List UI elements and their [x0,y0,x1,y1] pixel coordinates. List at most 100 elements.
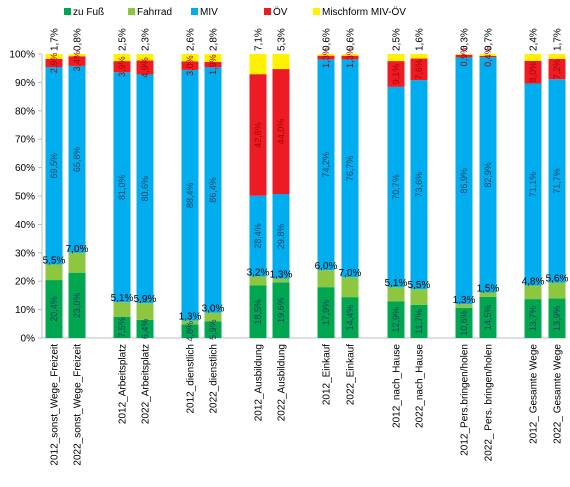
bar-segment [45,58,63,68]
bar-segment [272,282,290,338]
bike-value-label: 5,1% [111,293,134,304]
bar-segment [68,272,86,338]
segment-value-label: 0,9% [459,46,469,67]
legend-label: zu Fuß [73,7,104,18]
top-value-label: 0,8% [73,28,84,51]
bar-segment [317,287,335,338]
x-category-label: 2012_Einkauf [322,344,333,405]
segment-value-label: 2,9% [49,53,59,74]
segment-value-label: 13,9% [552,306,562,332]
segment-value-label: 4,9% [140,57,150,78]
legend-label: Mischform MIV-ÖV [322,6,406,18]
bar-segment [479,292,497,297]
bar-segment [113,316,131,338]
bar-segment [455,307,473,338]
bar-segment [455,57,473,305]
bar-segment [181,69,199,321]
x-category-label: 2022_ Gesamte Wege [553,344,564,444]
bar-segment [249,276,267,286]
bar-segment [524,83,542,286]
y-tick-label: 10% [15,305,35,316]
bar-segment [317,270,335,288]
x-category-label: 2022_dienstlich [209,344,220,414]
bar-segment [455,54,473,58]
segment-value-label: 82,9% [483,162,493,188]
bar-segment [136,319,154,338]
segment-value-label: 10,6% [459,310,469,336]
top-value-label: 1,7% [50,28,61,51]
bar-segment [204,54,222,62]
bar-segment [136,303,154,320]
bar-segment [113,54,131,62]
bar-segment [410,80,428,290]
bar-segment [548,282,566,299]
bar-segment [249,74,267,196]
segment-value-label: 3,0% [185,55,195,76]
top-value-label: 7,1% [254,28,265,51]
segment-value-label: 73,6% [414,172,424,198]
segment-value-label: 76,7% [345,156,355,182]
x-category-label: 2012_sonst_Wege_Freizeit [50,344,61,466]
bike-value-label: 4,8% [522,276,545,287]
segment-value-label: 65,8% [72,147,82,173]
segment-value-label: 11,7% [414,309,424,334]
legend-swatch [128,8,135,15]
x-category-label: 2022_Ausbildung [277,344,288,421]
y-tick-label: 70% [15,135,35,146]
bar-segment [181,61,199,70]
segment-value-label: 3,4% [72,51,82,72]
legend-label: ÖV [273,6,288,18]
bar-segment [548,54,566,59]
top-value-label: 2,3% [141,28,152,51]
bar-segment [317,55,335,60]
legend-label: MIV [200,7,218,18]
bar-segment [479,54,497,56]
bar-segment [249,285,267,338]
bar-segment [68,252,86,273]
bars [45,54,566,338]
legend-swatch [191,8,198,15]
segment-value-label: 1,3% [345,47,355,68]
top-value-label: 5,3% [277,28,288,51]
segment-value-label: 20,4% [49,296,59,322]
segment-value-label: 86,9% [459,168,469,194]
bike-value-label: 3,0% [202,304,225,315]
bar-segment [524,285,542,300]
top-value-label: 2,8% [209,28,220,51]
segment-value-label: 44,0% [276,119,286,145]
segment-value-label: 6,4% [140,319,150,340]
legend-swatch [64,8,71,15]
bar-segment [479,55,497,58]
bar-segment [272,278,290,283]
segment-value-label: 81,0% [117,174,127,200]
top-labels: 1,7% 0,8% 2,5% 2,3% 2,6% 2,8% 7,1% 5,3% 0,6% 0,6%… [50,28,564,51]
segment-value-label: 0,4% [483,46,493,67]
bike-value-label: 1,3% [453,295,476,306]
y-tick-label: 50% [15,192,35,203]
bike-value-label: 1,5% [477,284,500,295]
segment-value-label: 5,9% [208,319,218,340]
bar-segment [387,54,405,62]
x-category-label: 2022_Arbeitsplatz [141,344,152,424]
bar-segment [249,195,267,277]
bar-segment [410,58,428,81]
bar-segment [272,194,290,279]
bar-segment [341,297,359,338]
y-tick-label: 100% [9,50,35,61]
bar-segment [410,54,428,59]
bar-segment [45,54,63,59]
bar-segment [136,74,154,304]
bike-value-label: 5,6% [546,274,569,285]
bar-segment [204,61,222,68]
bar-segment [479,57,497,293]
x-category-label: 2012_nach_Hause [392,344,403,428]
segment-value-label: 29,8% [276,224,286,250]
bike-value-label: 5,9% [134,294,157,305]
top-value-label: 0,3% [460,28,471,51]
top-value-label: 0,6% [322,28,333,51]
y-tick-label: 40% [15,220,35,231]
top-value-label: 0,6% [346,28,357,51]
top-value-label: 2,5% [118,28,129,51]
segment-value-label: 7,6% [414,59,424,80]
